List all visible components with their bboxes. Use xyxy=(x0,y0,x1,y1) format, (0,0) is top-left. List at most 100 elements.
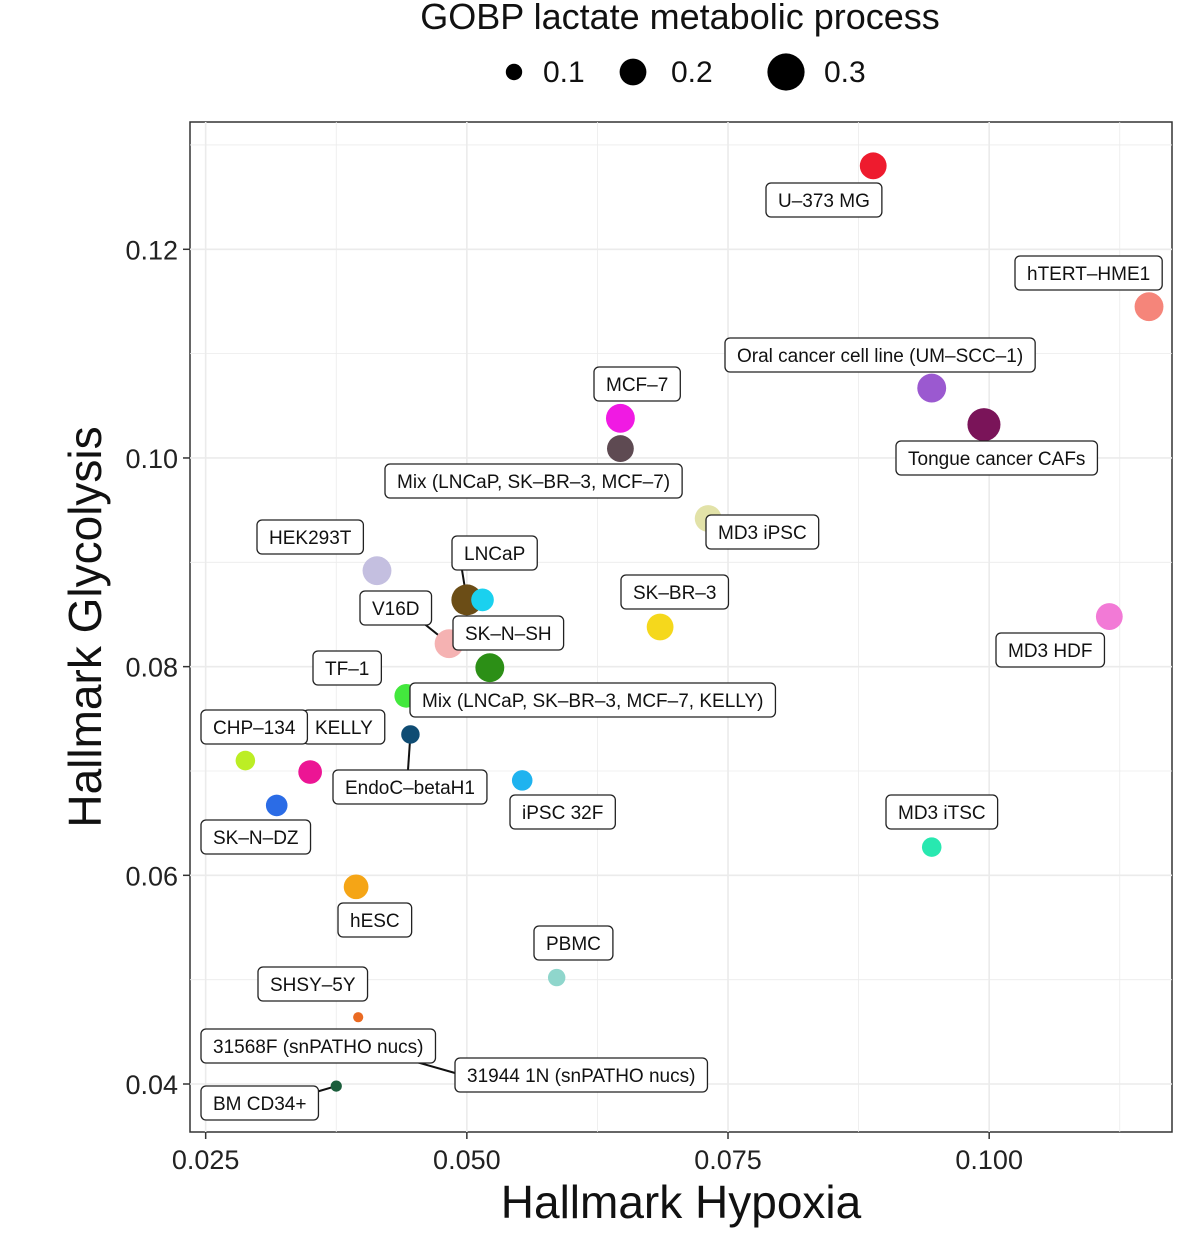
data-point xyxy=(917,373,947,403)
data-label-text: 31568F (snPATHO nucs) xyxy=(213,1037,423,1058)
data-point xyxy=(1095,603,1123,630)
data-label: V16D xyxy=(359,590,433,626)
size-legend-title: GOBP lactate metabolic process xyxy=(420,0,940,37)
data-label-box xyxy=(885,794,999,830)
data-label-text: SHSY–5Y xyxy=(270,975,356,996)
data-point xyxy=(547,968,566,987)
size-legend-dot xyxy=(619,58,647,86)
data-label-box xyxy=(256,519,365,555)
data-label-text: iPSC 32F xyxy=(522,803,603,824)
data-label: Mix (LNCaP, SK–BR–3, MCF–7) xyxy=(384,463,683,499)
y-tick-label: 0.04 xyxy=(125,1070,178,1100)
data-label-text: SK–N–SH xyxy=(465,624,552,645)
data-point xyxy=(330,1080,342,1092)
data-labels: U–373 MG hTERT–HME1 Oral cancer cell line … xyxy=(200,182,1163,1121)
data-label: CHP–134 xyxy=(200,709,309,745)
data-label: KELLY xyxy=(302,709,386,745)
data-label-box xyxy=(200,1028,437,1064)
data-point xyxy=(921,837,942,857)
data-label-box xyxy=(409,682,777,718)
data-label: hESC xyxy=(337,902,413,938)
data-label: iPSC 32F xyxy=(509,794,616,830)
size-legend-label: 0.1 xyxy=(543,56,585,89)
data-label-text: Mix (LNCaP, SK–BR–3, MCF–7) xyxy=(397,472,670,493)
data-label-text: V16D xyxy=(372,599,420,620)
data-point xyxy=(646,613,674,641)
size-legend-label: 0.3 xyxy=(824,56,866,89)
data-label-box xyxy=(384,463,683,499)
data-label-text: PBMC xyxy=(546,934,601,955)
data-label-box xyxy=(200,1085,320,1121)
data-label-box xyxy=(533,925,614,961)
data-label: LNCaP xyxy=(451,535,538,571)
data-point xyxy=(343,874,369,900)
data-point xyxy=(298,760,322,784)
data-label-text: hESC xyxy=(350,911,400,932)
data-label-box xyxy=(257,966,369,1002)
plot-panel xyxy=(189,121,1173,1133)
data-label-text: BM CD34+ xyxy=(213,1094,306,1115)
data-label-text: KELLY xyxy=(315,718,373,739)
x-axis-title: Hallmark Hypoxia xyxy=(501,1176,862,1228)
data-label-box xyxy=(509,794,616,830)
data-label: HEK293T xyxy=(256,519,365,555)
data-label-box xyxy=(724,337,1036,373)
data-point xyxy=(401,725,420,744)
data-label-box xyxy=(1014,255,1163,291)
data-label-box xyxy=(454,1057,709,1093)
data-label-text: LNCaP xyxy=(464,544,525,565)
y-axis-title: Hallmark Glycolysis xyxy=(59,426,111,827)
size-legend-entries: 0.1 0.2 0.3 xyxy=(505,53,866,91)
data-label: SK–N–SH xyxy=(452,615,565,651)
data-label: 31568F (snPATHO nucs) xyxy=(200,1028,437,1064)
x-tick-label: 0.100 xyxy=(955,1145,1023,1175)
data-point xyxy=(265,794,288,817)
size-legend-dot xyxy=(505,63,523,81)
data-label-box xyxy=(337,902,413,938)
data-label: Mix (LNCaP, SK–BR–3, MCF–7, KELLY) xyxy=(409,682,777,718)
y-tick-label: 0.06 xyxy=(125,861,178,891)
data-label: MCF–7 xyxy=(593,366,681,402)
x-tick-label: 0.075 xyxy=(694,1145,762,1175)
x-tick-label: 0.025 xyxy=(172,1145,240,1175)
data-label-text: hTERT–HME1 xyxy=(1027,264,1150,285)
size-legend-dot xyxy=(767,53,805,91)
data-point xyxy=(235,750,256,771)
y-tick-label: 0.12 xyxy=(125,235,178,265)
size-legend: GOBP lactate metabolic process 0.1 0.2 0.3 xyxy=(420,0,940,91)
data-label: U–373 MG xyxy=(765,182,883,218)
data-point xyxy=(607,435,634,462)
data-label-text: MD3 iTSC xyxy=(898,803,986,824)
x-tick-label: 0.050 xyxy=(433,1145,501,1175)
data-point xyxy=(859,152,887,180)
data-point xyxy=(475,653,505,683)
data-label-text: U–373 MG xyxy=(778,191,870,212)
data-label: BM CD34+ xyxy=(200,1085,320,1121)
data-label: SHSY–5Y xyxy=(257,966,369,1002)
data-label-text: CHP–134 xyxy=(213,718,296,739)
data-label-box xyxy=(995,632,1106,668)
data-label-text: Tongue cancer CAFs xyxy=(908,449,1085,470)
data-label-text: Oral cancer cell line (UM–SCC–1) xyxy=(737,346,1023,367)
data-label-text: 31944 1N (snPATHO nucs) xyxy=(467,1066,695,1087)
data-label: PBMC xyxy=(533,925,614,961)
data-label-text: MD3 HDF xyxy=(1008,641,1092,662)
data-label: MD3 HDF xyxy=(995,632,1106,668)
data-label: EndoC–betaH1 xyxy=(332,769,488,805)
data-point xyxy=(353,1012,364,1023)
data-label-text: MCF–7 xyxy=(606,375,668,396)
data-label-text: SK–N–DZ xyxy=(213,828,299,849)
data-label: Tongue cancer CAFs xyxy=(895,440,1099,476)
data-label-box xyxy=(452,615,565,651)
data-label-box xyxy=(332,769,488,805)
size-legend-label: 0.2 xyxy=(671,56,713,89)
data-point xyxy=(1134,292,1164,322)
data-label: hTERT–HME1 xyxy=(1014,255,1163,291)
data-point xyxy=(471,588,494,612)
data-label-box xyxy=(895,440,1099,476)
data-label: TF–1 xyxy=(312,650,383,686)
data-label: SK–BR–3 xyxy=(620,574,730,610)
data-label: Oral cancer cell line (UM–SCC–1) xyxy=(724,337,1036,373)
data-label-box xyxy=(705,514,820,550)
